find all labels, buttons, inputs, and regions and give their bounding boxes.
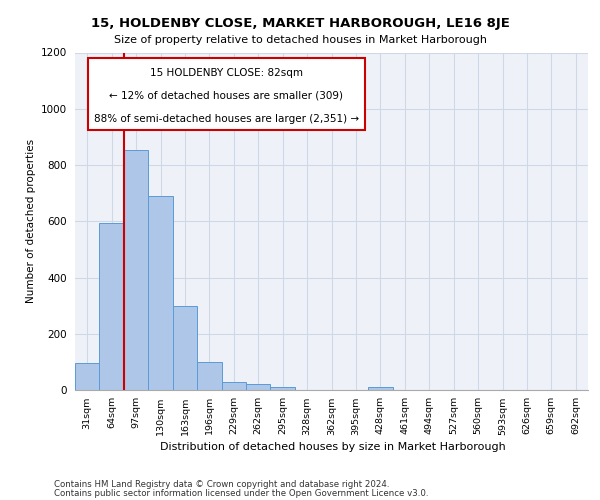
Text: 15 HOLDENBY CLOSE: 82sqm: 15 HOLDENBY CLOSE: 82sqm <box>150 68 303 78</box>
Bar <box>148 196 173 390</box>
Bar <box>100 222 124 390</box>
Bar <box>124 150 148 390</box>
Bar <box>221 382 246 390</box>
Bar <box>197 362 221 390</box>
Y-axis label: Number of detached properties: Number of detached properties <box>26 139 35 304</box>
Text: Contains public sector information licensed under the Open Government Licence v3: Contains public sector information licen… <box>54 488 428 498</box>
Text: 88% of semi-detached houses are larger (2,351) →: 88% of semi-detached houses are larger (… <box>94 114 359 124</box>
Text: Contains HM Land Registry data © Crown copyright and database right 2024.: Contains HM Land Registry data © Crown c… <box>54 480 389 489</box>
FancyBboxPatch shape <box>88 58 365 130</box>
Bar <box>246 384 271 390</box>
Text: ← 12% of detached houses are smaller (309): ← 12% of detached houses are smaller (30… <box>109 90 343 101</box>
Bar <box>271 386 295 390</box>
Text: Size of property relative to detached houses in Market Harborough: Size of property relative to detached ho… <box>113 35 487 45</box>
Text: Distribution of detached houses by size in Market Harborough: Distribution of detached houses by size … <box>160 442 506 452</box>
Bar <box>173 306 197 390</box>
Text: 15, HOLDENBY CLOSE, MARKET HARBOROUGH, LE16 8JE: 15, HOLDENBY CLOSE, MARKET HARBOROUGH, L… <box>91 18 509 30</box>
Bar <box>75 364 100 390</box>
Bar <box>368 386 392 390</box>
